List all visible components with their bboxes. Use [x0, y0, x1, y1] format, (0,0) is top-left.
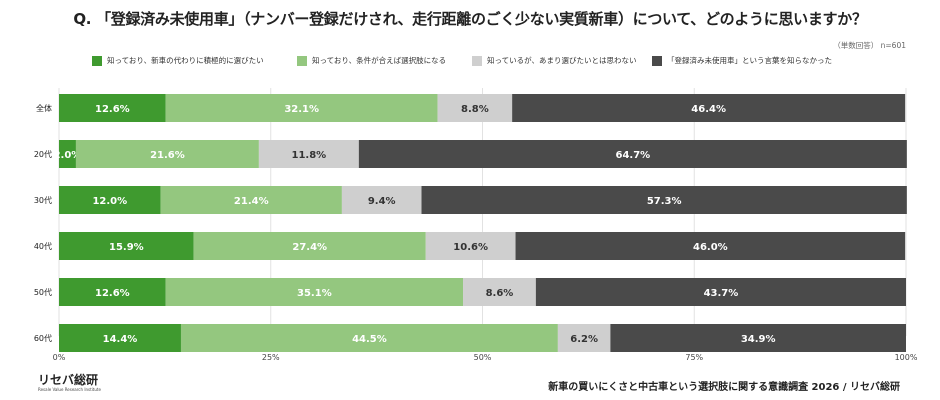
bar-segment — [463, 278, 536, 306]
bar-segment — [59, 278, 166, 306]
data-label: 46.0% — [693, 242, 728, 253]
legend-item: 知っているが、あまり選びたいとは思わない — [472, 55, 652, 66]
data-label: 2.0% — [54, 150, 82, 161]
data-label: 12.0% — [92, 196, 127, 207]
category-label: 50代 — [34, 287, 52, 297]
legend-item: 「登録済み未使用車」という言葉を知らなかった — [652, 55, 872, 66]
data-label: 34.9% — [741, 334, 776, 345]
legend-label: 知っており、条件が合えば選択肢になる — [312, 56, 447, 65]
data-label: 9.4% — [368, 196, 396, 207]
logo-subtitle: Resale Value Research Institute — [38, 387, 101, 392]
bar-segment — [421, 186, 907, 214]
data-label: 6.2% — [570, 334, 598, 345]
data-label: 43.7% — [704, 288, 739, 299]
legend-label: 知っているが、あまり選びたいとは思わない — [487, 56, 637, 65]
bar-segment — [59, 232, 194, 260]
bar-segment — [515, 232, 906, 260]
bar-segment — [180, 324, 558, 352]
data-label: 21.4% — [234, 196, 269, 207]
question-title: Q. 「登録済み未使用車」（ナンバー登録だけされ、走行距離のごく少ない実質新車）… — [73, 10, 867, 28]
legend-item: 知っており、新車の代わりに積極的に選びたい — [92, 55, 297, 66]
bar-segment — [75, 140, 259, 168]
data-label: 14.4% — [103, 334, 138, 345]
bar-segment — [59, 140, 76, 168]
bar-segment — [610, 324, 906, 352]
bar-segment — [425, 232, 516, 260]
data-label: 8.6% — [486, 288, 514, 299]
data-label: 46.4% — [691, 104, 726, 115]
x-tick-label: 75% — [685, 353, 703, 362]
data-label: 11.8% — [292, 150, 327, 161]
logo-text: リセバ総研 — [38, 373, 99, 387]
legend-swatch — [92, 55, 102, 66]
bar-segment — [160, 186, 342, 214]
bar-segment — [59, 324, 181, 352]
category-label: 30代 — [34, 195, 52, 205]
chart-legend: 知っており、新車の代わりに積極的に選びたい 知っており、条件が合えば選択肢になる 知… — [92, 55, 872, 66]
bar-segment — [59, 94, 166, 122]
data-label: 32.1% — [284, 104, 319, 115]
response-note: （単数回答） n=601 — [833, 41, 906, 50]
data-label: 44.5% — [352, 334, 387, 345]
category-label: 40代 — [34, 241, 52, 251]
category-label: 全体 — [36, 103, 52, 113]
legend-swatch — [652, 55, 662, 66]
data-label: 8.8% — [461, 104, 489, 115]
legend-label: 知っており、新車の代わりに積極的に選びたい — [107, 56, 264, 65]
x-tick-label: 0% — [53, 353, 66, 362]
data-label: 27.4% — [292, 242, 327, 253]
bar-segment — [557, 324, 611, 352]
bar-segment — [258, 140, 359, 168]
x-tick-label: 25% — [262, 353, 280, 362]
x-tick-label: 50% — [474, 353, 492, 362]
category-label: 20代 — [34, 149, 52, 159]
bar-segment — [358, 140, 907, 168]
data-label: 21.6% — [150, 150, 185, 161]
bar-segment — [59, 186, 161, 214]
data-label: 15.9% — [109, 242, 144, 253]
bar-segment — [341, 186, 422, 214]
footer-source: 新車の買いにくさと中古車という選択肢に関する意識調査 2026 / リセバ総研 — [548, 382, 900, 393]
data-label: 12.6% — [95, 288, 130, 299]
bar-segment — [193, 232, 426, 260]
brand-logo: リセバ総研 Resale Value Research Institute — [38, 373, 104, 395]
bar-segment — [535, 278, 906, 306]
legend-label: 「登録済み未使用車」という言葉を知らなかった — [667, 56, 832, 65]
legend-swatch — [297, 55, 307, 66]
data-label: 35.1% — [297, 288, 332, 299]
data-label: 12.6% — [95, 104, 130, 115]
data-label: 57.3% — [647, 196, 682, 207]
bar-segment — [165, 94, 438, 122]
bar-segment — [512, 94, 906, 122]
bar-segment — [437, 94, 513, 122]
bar-segment — [165, 278, 464, 306]
data-label: 10.6% — [453, 242, 488, 253]
category-label: 60代 — [34, 333, 52, 343]
data-label: 64.7% — [615, 150, 650, 161]
legend-swatch — [472, 55, 482, 66]
legend-item: 知っており、条件が合えば選択肢になる — [297, 55, 472, 66]
x-tick-label: 100% — [895, 353, 918, 362]
